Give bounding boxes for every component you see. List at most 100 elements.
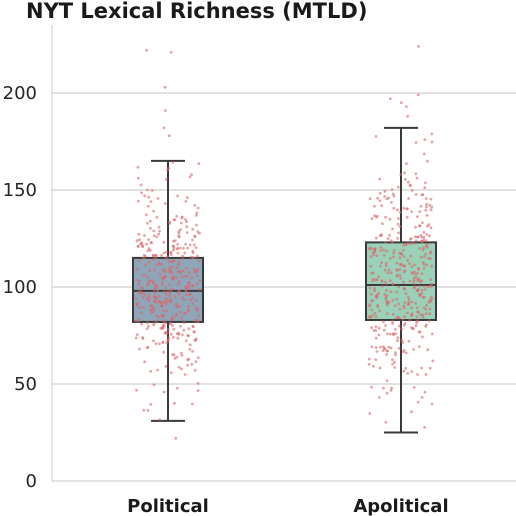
data-point (192, 256, 195, 259)
data-point (162, 240, 166, 244)
data-point (393, 304, 397, 308)
data-point (370, 385, 373, 389)
data-point (172, 248, 175, 252)
data-point (175, 302, 178, 306)
data-point (419, 313, 423, 317)
data-point (164, 270, 168, 274)
data-point (395, 261, 399, 265)
data-point (391, 362, 394, 366)
data-point (373, 286, 376, 290)
data-point (398, 225, 402, 228)
data-point (377, 275, 381, 279)
data-point (415, 306, 419, 310)
data-point (170, 277, 174, 281)
data-point (425, 205, 428, 209)
data-point (403, 315, 406, 319)
data-point (379, 249, 383, 253)
data-point (180, 367, 184, 371)
data-point (165, 250, 168, 254)
data-point (196, 389, 200, 392)
data-point (162, 350, 166, 354)
data-point (398, 274, 402, 277)
data-point (191, 302, 195, 306)
data-point (398, 256, 402, 260)
data-point (386, 303, 389, 307)
data-point (183, 274, 187, 278)
data-point (149, 308, 152, 312)
data-point (193, 368, 197, 372)
data-point (181, 269, 185, 273)
data-point (162, 251, 166, 255)
data-point (422, 235, 426, 239)
data-point (402, 369, 406, 373)
data-point (374, 135, 378, 138)
data-point (178, 271, 182, 275)
data-point (378, 177, 382, 181)
y-tick-label: 100 (3, 277, 37, 298)
data-point (382, 345, 385, 348)
data-point (368, 246, 372, 250)
data-point (408, 318, 412, 322)
data-point (378, 199, 382, 203)
data-point (389, 346, 393, 350)
data-point (171, 318, 174, 322)
data-point (146, 276, 150, 279)
data-point (374, 346, 378, 350)
data-point (377, 326, 381, 330)
data-point (183, 251, 187, 255)
data-point (160, 304, 163, 308)
data-point (425, 263, 429, 267)
data-point (430, 132, 434, 136)
data-point (195, 223, 198, 227)
data-point (162, 323, 165, 327)
data-point (152, 288, 156, 292)
data-point (411, 327, 415, 331)
data-point (416, 288, 420, 292)
data-point (405, 215, 409, 219)
data-point (414, 276, 418, 280)
data-point (419, 204, 423, 208)
data-point (428, 299, 432, 302)
data-point (418, 224, 422, 228)
data-point (185, 231, 189, 235)
data-point (156, 368, 160, 372)
data-point (136, 165, 140, 169)
data-point (368, 412, 372, 415)
data-point (173, 357, 177, 360)
data-point (379, 234, 383, 237)
data-point (165, 309, 169, 313)
data-point (137, 259, 141, 263)
jitter-points (134, 45, 435, 440)
data-point (369, 292, 373, 296)
data-point (143, 234, 146, 237)
data-point (383, 195, 386, 198)
data-point (162, 390, 166, 394)
data-point (384, 324, 387, 327)
data-point (149, 226, 152, 230)
data-point (147, 293, 151, 297)
data-point (150, 311, 154, 314)
data-point (171, 324, 174, 327)
data-point (177, 290, 181, 294)
data-point (402, 206, 406, 210)
data-point (177, 235, 181, 239)
data-point (192, 243, 196, 247)
data-point (391, 358, 394, 362)
data-point (185, 293, 188, 297)
data-point (407, 297, 411, 301)
data-point (172, 239, 176, 243)
data-point (161, 315, 165, 318)
data-point (392, 249, 396, 252)
data-point (417, 311, 420, 314)
data-point (190, 362, 194, 366)
data-point (426, 159, 429, 163)
data-point (188, 343, 192, 347)
data-point (142, 306, 145, 309)
data-point (408, 184, 412, 188)
gridlines (52, 92, 516, 385)
data-point (137, 317, 141, 321)
data-point (138, 280, 141, 283)
data-point (387, 268, 391, 272)
data-point (386, 271, 390, 275)
data-point (428, 251, 432, 255)
